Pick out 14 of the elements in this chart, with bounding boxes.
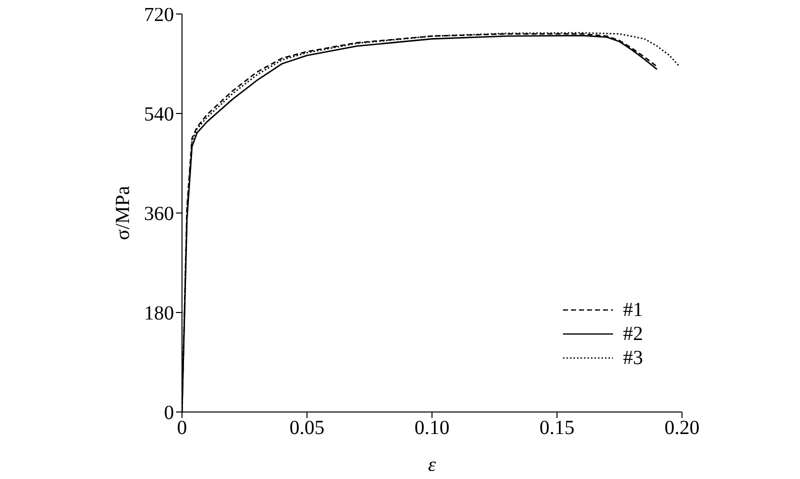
- y-tick-label: 0: [164, 402, 174, 424]
- legend-label: #2: [623, 322, 643, 346]
- x-tick-label: 0.15: [540, 417, 574, 440]
- x-tick-label: 0.05: [290, 417, 324, 440]
- y-tick-label: 180: [144, 302, 174, 325]
- y-tick-label: 720: [144, 4, 174, 26]
- y-tick-label: 540: [144, 104, 174, 126]
- y-tick-label: 360: [144, 203, 174, 226]
- y-axis-title: σ/MPa: [112, 186, 134, 240]
- x-axis-title: ε: [428, 454, 436, 476]
- legend-label: #1: [623, 298, 643, 322]
- legend-label: #3: [623, 346, 643, 370]
- x-tick-label: 0.10: [414, 417, 450, 440]
- x-tick-label: 0.20: [664, 417, 700, 440]
